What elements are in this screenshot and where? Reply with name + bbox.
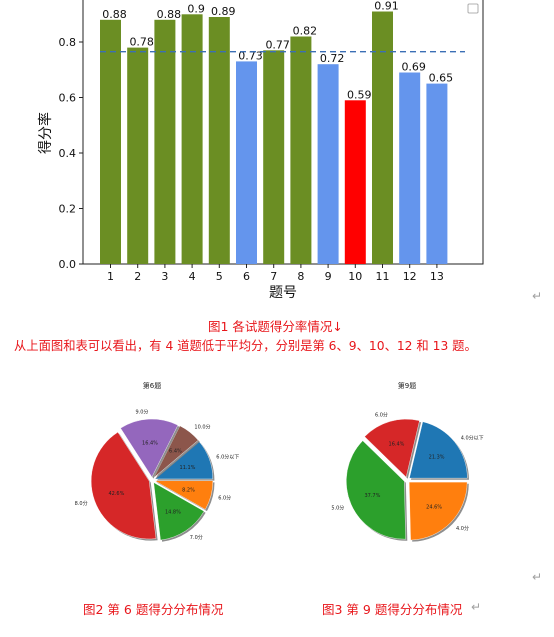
pie-percent-label: 21.3% [429, 455, 445, 461]
figure2-caption: 图2 第 6 题得分分布情况 [83, 602, 224, 617]
bar-q11 [372, 11, 393, 264]
summary-text: 从上面图和表可以看出，有 4 道题低于平均分，分别是第 6、9、10、12 和 … [14, 339, 477, 353]
q9-score-pie-chart: 第9题 21.3% 4.0分以下 16.4% 6.0分 37.7% 5.0分 24.6% 4.… [331, 381, 484, 542]
bar-value-label: 0.82 [293, 25, 318, 38]
bar-value-label: 0.65 [429, 72, 454, 85]
pie-slice [154, 480, 214, 510]
y-axis-label: 得分率 [37, 112, 54, 154]
bar-q9 [317, 64, 339, 264]
pie-percent-label: 24.6% [426, 504, 442, 510]
pie-slice [346, 440, 406, 540]
pie-percent-label: 16.4% [142, 440, 158, 446]
pie-slice [409, 421, 468, 479]
bar-q2 [127, 47, 149, 264]
x-tick-label: 10 [348, 270, 362, 283]
bar-q7 [263, 50, 285, 264]
x-tick-label: 8 [297, 270, 304, 283]
bar-q13 [426, 83, 448, 264]
y-tick-label: 0.8 [59, 36, 77, 49]
bar-q5 [208, 17, 230, 264]
pie-category-label: 8.0分 [75, 500, 88, 507]
figure3-paragraph-mark: ↵ [471, 600, 482, 614]
paragraph-mark: ↵ [532, 289, 543, 303]
pie-slice [364, 418, 420, 478]
pie-percent-label: 37.7% [364, 493, 380, 499]
pie-slice [408, 481, 468, 541]
pie-category-label: 10.0分 [194, 423, 210, 430]
bar-value-label: 0.72 [320, 52, 345, 65]
x-tick-label: 13 [430, 270, 444, 283]
score-rate-bar-chart: 0.880.780.88 0.9 0.890.730.770.820.720.590… [37, 0, 484, 301]
x-tick-label: 12 [403, 270, 417, 283]
bar-value-label: 0.59 [347, 88, 372, 101]
pie-slice [153, 482, 205, 541]
pie-category-label: 6.0分 [375, 411, 388, 418]
x-axis-label: 题号 [269, 285, 297, 301]
bar-value-label: 0.73 [238, 49, 263, 62]
bar-value-label: 0.69 [401, 61, 426, 74]
pie-percent-label: 14.8% [165, 510, 181, 516]
bar-value-label: 0.78 [129, 36, 154, 49]
pie-category-label: 5.0分 [331, 504, 344, 511]
bar-value-label: 0.9 [187, 2, 205, 15]
x-tick-label: 6 [243, 270, 250, 283]
figure3-caption: 图3 第 9 题得分分布情况 [322, 602, 463, 617]
bar-value-label: 0.88 [157, 8, 182, 21]
pie-slice [90, 431, 157, 540]
y-tick-label: 0.0 [59, 258, 77, 271]
bar-q12 [399, 72, 421, 264]
bar-value-label: 0.91 [374, 0, 399, 13]
pie-category-label: 7.0分 [190, 534, 203, 541]
x-tick-label: 7 [270, 270, 277, 283]
pie-percent-label: 42.6% [108, 491, 124, 497]
bar-q3 [154, 19, 176, 264]
pie-percent-label: 11.1% [180, 465, 196, 471]
y-tick-label: 0.6 [59, 92, 77, 105]
y-tick-label: 0.4 [59, 147, 77, 160]
q6-score-pie-chart: 第6题 11.1% 6.0分以下 6.4% 10.0分 16.4% 9.0分 42.6% 8.… [75, 381, 239, 542]
y-tick-label: 0.2 [59, 203, 77, 216]
pie-slice [153, 425, 199, 478]
pie-category-label: 4.0分 [456, 525, 469, 532]
pie-percent-label: 6.4% [169, 448, 182, 454]
legend-box [467, 3, 479, 14]
x-tick-label: 9 [325, 270, 332, 283]
pie-category-label: 4.0分以下 [461, 435, 484, 442]
pie6-title: 第6题 [143, 381, 161, 390]
x-tick-label: 5 [216, 270, 223, 283]
pie-slice [120, 418, 179, 478]
bar-q6 [236, 61, 257, 265]
x-tick-label: 1 [107, 270, 114, 283]
pie-percent-label: 16.4% [389, 442, 405, 448]
bar-q8 [290, 36, 312, 264]
pie-category-label: 6.0分以下 [216, 454, 239, 461]
bar-q10 [344, 100, 366, 264]
x-tick-label: 3 [161, 270, 168, 283]
pie-category-label: 9.0分 [135, 409, 148, 416]
bar-q4 [181, 14, 203, 265]
x-tick-label: 4 [189, 270, 196, 283]
x-tick-label: 11 [376, 270, 390, 283]
x-tick-label: 2 [134, 270, 141, 283]
pie-percent-label: 8.2% [182, 488, 195, 494]
figure1-caption: 图1 各试题得分率情况↓ [208, 319, 343, 334]
paragraph-mark-2: ↵ [532, 570, 543, 584]
bar-q1 [100, 19, 121, 264]
bar-value-label: 0.77 [265, 38, 290, 51]
pie-category-label: 6.0分 [218, 495, 231, 502]
pie9-title: 第9题 [398, 381, 416, 390]
bar-value-label: 0.89 [211, 5, 236, 18]
bar-value-label: 0.88 [102, 8, 127, 21]
